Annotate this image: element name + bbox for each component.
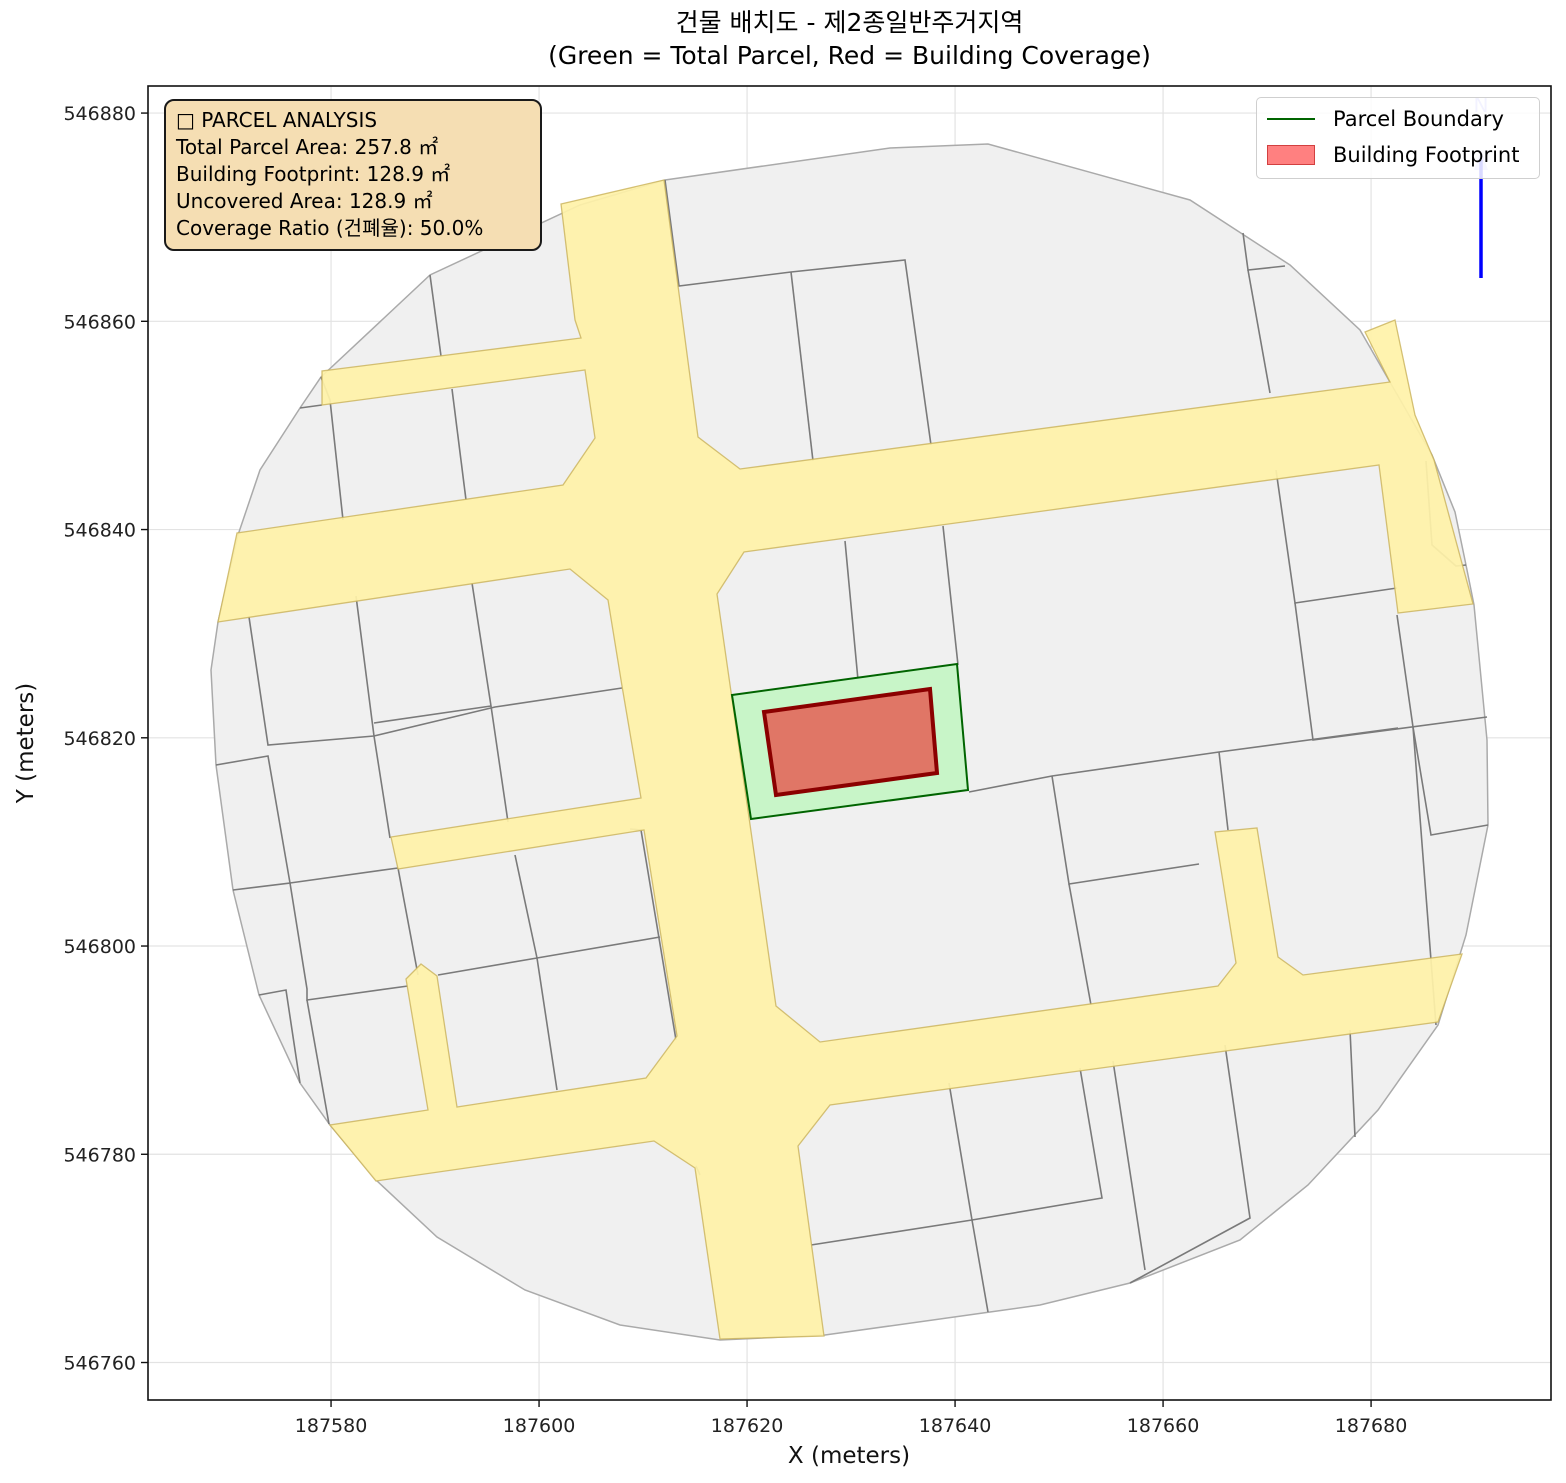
coverage-ratio: Coverage Ratio (건폐율): 50.0% <box>176 216 484 240</box>
road-network <box>217 179 1474 1340</box>
y-tick-label: 546880 <box>63 103 136 125</box>
legend-item-building-footprint: Building Footprint <box>1267 141 1519 169</box>
y-axis-ticks: 546760 546780 546800 546820 546840 546860 5468… <box>63 103 148 1375</box>
x-axis-label: X (meters) <box>788 1443 910 1469</box>
legend-label: Parcel Boundary <box>1333 107 1504 131</box>
building-footprint <box>761 686 940 798</box>
x-tick-label: 187640 <box>919 1415 992 1437</box>
y-tick-label: 546760 <box>63 1353 136 1375</box>
legend-item-parcel-boundary: Parcel Boundary <box>1267 105 1504 133</box>
legend: Parcel Boundary Building Footprint <box>1256 97 1540 179</box>
chart-title: 건물 배치도 - 제2종일반주거지역 (Green = Total Parcel… <box>148 6 1551 72</box>
x-tick-label: 187600 <box>503 1415 576 1437</box>
building-footprint-area: Building Footprint: 128.9 ㎡ <box>176 162 451 186</box>
y-tick-label: 546820 <box>63 728 136 750</box>
info-heading: □ PARCEL ANALYSIS <box>176 108 378 132</box>
building-footprint-swatch <box>1267 145 1315 165</box>
map-features <box>210 143 1489 1341</box>
y-tick-label: 546840 <box>63 520 136 542</box>
legend-label: Building Footprint <box>1333 143 1520 167</box>
y-tick-label: 546800 <box>63 936 136 958</box>
x-tick-label: 187620 <box>711 1415 784 1437</box>
axes-frame <box>147 85 1552 1401</box>
y-tick-label: 546860 <box>63 311 136 333</box>
chart-title-line2: (Green = Total Parcel, Red = Building Co… <box>548 41 1151 70</box>
y-axis-label: Y (meters) <box>13 683 39 804</box>
total-parcel-area: Total Parcel Area: 257.8 ㎡ <box>176 135 439 159</box>
y-tick-label: 546780 <box>63 1144 136 1166</box>
x-tick-label: 187680 <box>1335 1415 1408 1437</box>
uncovered-area: Uncovered Area: 128.9 ㎡ <box>176 189 433 213</box>
x-tick-label: 187660 <box>1127 1415 1200 1437</box>
x-axis-ticks: 187580 187600 187620 187640 187660 187680 <box>295 1400 1408 1437</box>
chart-title-line1: 건물 배치도 - 제2종일반주거지역 <box>675 8 1024 37</box>
x-tick-label: 187580 <box>295 1415 368 1437</box>
parcel-analysis-box: □ PARCEL ANALYSIS Total Parcel Area: 257… <box>164 99 542 251</box>
parcel-boundary-swatch <box>1267 118 1315 120</box>
